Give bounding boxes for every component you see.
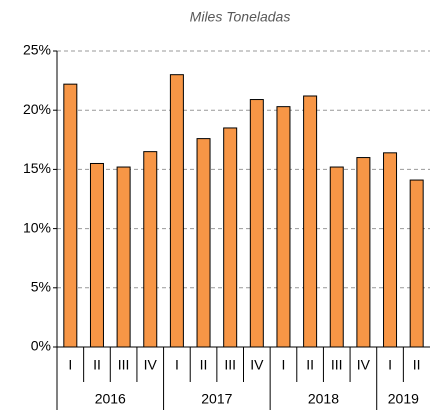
x-tick-label: I [68, 357, 72, 373]
bar [276, 106, 291, 348]
bar [329, 166, 344, 348]
x-tick-label: IV [250, 357, 264, 373]
group-label: 2016 [95, 391, 126, 407]
bar [63, 83, 78, 348]
group-label: 2019 [388, 391, 419, 407]
x-tick-label: II [413, 357, 421, 373]
bar [409, 179, 424, 348]
x-tick-label: I [388, 357, 392, 373]
bar [249, 99, 264, 348]
bar [356, 157, 371, 348]
bar [196, 138, 211, 348]
bar [223, 127, 238, 348]
y-tick-label: 15% [23, 160, 51, 176]
y-tick-label: 25% [23, 42, 51, 58]
group-label: 2017 [201, 391, 232, 407]
y-tick-label: 20% [23, 101, 51, 117]
x-tick-label: II [200, 357, 208, 373]
bar [383, 152, 398, 348]
bar [143, 151, 158, 348]
x-tick-label: I [282, 357, 286, 373]
x-tick-label: III [118, 357, 130, 373]
group-label: 2018 [308, 391, 339, 407]
x-tick-label: III [331, 357, 343, 373]
bar [116, 166, 131, 348]
y-tick-label: 10% [23, 219, 51, 235]
x-tick-label: III [224, 357, 236, 373]
x-tick-label: II [93, 357, 101, 373]
y-tick-label: 5% [31, 279, 51, 295]
x-tick-label: II [306, 357, 314, 373]
bar [303, 95, 318, 348]
y-tick-label: 0% [31, 338, 51, 354]
x-tick-label: IV [357, 357, 371, 373]
x-tick-label: IV [144, 357, 158, 373]
bar [89, 162, 104, 348]
chart-title: Miles Toneladas [190, 9, 291, 25]
x-tick-label: I [175, 357, 179, 373]
bar [169, 74, 184, 348]
